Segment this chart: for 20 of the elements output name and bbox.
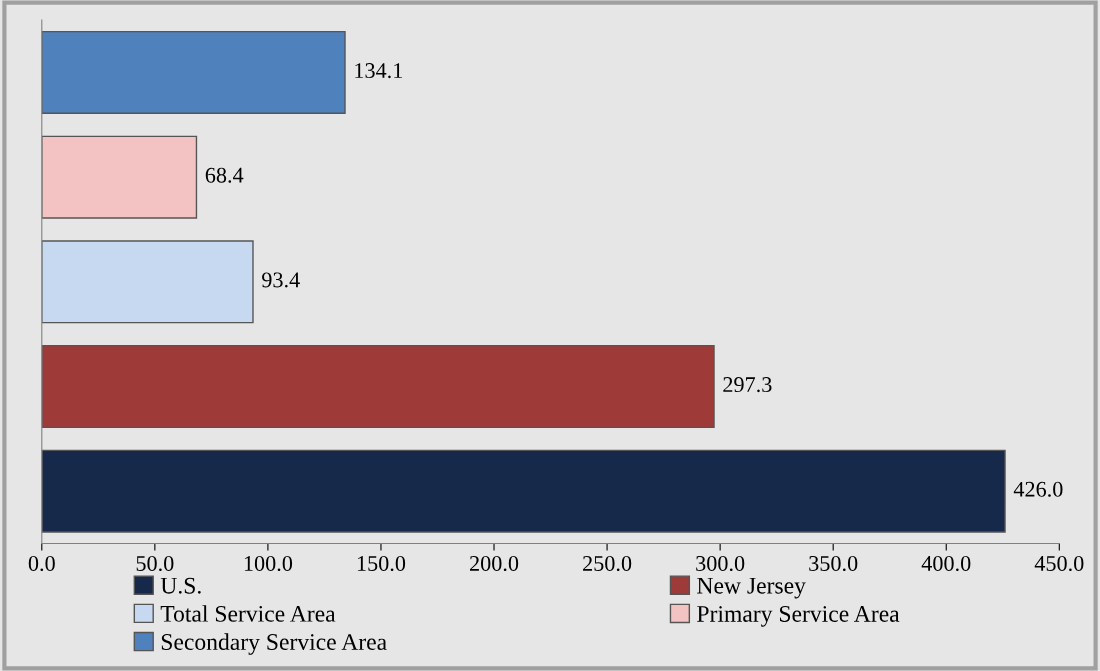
- data-label: 426.0: [1013, 481, 1063, 497]
- x-tick-label: 250.0: [583, 555, 632, 572]
- legend-label: Total Service Area: [160, 605, 336, 622]
- x-tick-label: 350.0: [809, 555, 858, 572]
- data-label: 93.4: [262, 272, 300, 288]
- data-label: 297.3: [723, 377, 772, 393]
- x-tick-label: 0.0: [28, 555, 55, 572]
- legend-label: New Jersey: [697, 577, 806, 599]
- x-tick-label: 100.0: [244, 555, 293, 572]
- x-tick-label: 150.0: [357, 555, 406, 572]
- legend-label: Primary Service Area: [697, 606, 900, 627]
- x-tick-label: 450.0: [1034, 555, 1084, 572]
- data-label: 68.4: [205, 167, 244, 183]
- x-tick-label: 200.0: [470, 555, 519, 572]
- x-tick-label: 50.0: [136, 555, 174, 572]
- x-tick-label: 400.0: [921, 555, 971, 572]
- legend-label: U.S.: [160, 577, 201, 594]
- legend-label: Secondary Service Area: [161, 633, 387, 655]
- data-label: 134.1: [355, 63, 403, 79]
- x-tick-label: 300.0: [696, 555, 745, 572]
